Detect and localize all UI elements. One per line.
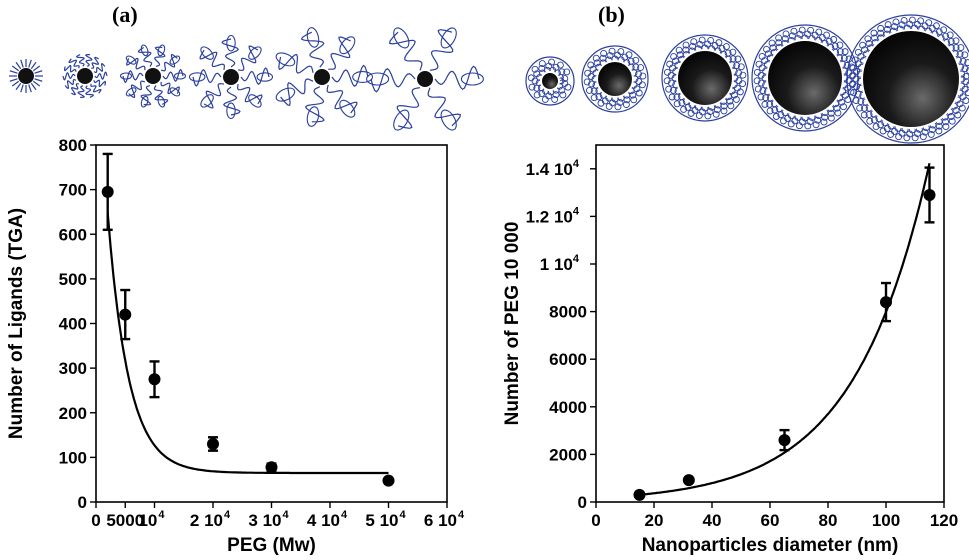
x-tick-label: 4 104 bbox=[307, 509, 348, 530]
fit-curve bbox=[639, 163, 931, 496]
panel-a-nanoparticle-illustration bbox=[9, 27, 484, 131]
pegylated-nanoparticle-icon bbox=[119, 44, 187, 108]
y-tick-label: 0 bbox=[78, 493, 87, 512]
pegylated-nanoparticle-icon bbox=[751, 24, 859, 132]
x-tick-label: 80 bbox=[819, 511, 838, 530]
y-tick-label: 0 bbox=[578, 493, 587, 512]
panel-a-y-axis-title: Number of Ligands (TGA) bbox=[6, 208, 27, 439]
y-tick-label: 6000 bbox=[549, 350, 587, 369]
x-tick-label: 0 bbox=[91, 511, 100, 530]
x-tick-label: 100 bbox=[872, 511, 900, 530]
pegylated-nanoparticle-icon bbox=[366, 27, 484, 131]
x-tick-label: 20 bbox=[645, 511, 664, 530]
plot-frame bbox=[595, 144, 945, 503]
x-tick-label: 60 bbox=[761, 511, 780, 530]
pegylated-nanoparticle-icon bbox=[525, 56, 575, 106]
data-point bbox=[148, 373, 161, 386]
panel-b-x-axis-title: Nanoparticles diameter (nm) bbox=[642, 535, 899, 556]
x-tick-label: 120 bbox=[930, 511, 958, 530]
pegylated-nanoparticle-icon bbox=[581, 45, 649, 113]
data-point bbox=[265, 461, 278, 474]
panel-b: (b) 0 20 40 60 80 100 120 0 2000 4000 6000 8000 1 10… bbox=[502, 2, 969, 556]
x-tick-label: 5000 bbox=[106, 511, 144, 530]
panel-a-label: (a) bbox=[112, 2, 138, 27]
plot-frame bbox=[95, 144, 448, 503]
data-point bbox=[101, 185, 114, 198]
x-tick-label: 6 104 bbox=[424, 509, 465, 530]
pegylated-nanoparticle-icon bbox=[846, 14, 969, 144]
y-tick-label: 8000 bbox=[549, 303, 587, 322]
y-tick-label: 1.4 104 bbox=[526, 158, 580, 179]
panel-b-nanoparticle-illustration bbox=[525, 14, 969, 144]
y-tick-label: 700 bbox=[59, 181, 87, 200]
pegylated-nanoparticle-icon bbox=[62, 54, 108, 98]
y-tick-label: 2000 bbox=[549, 445, 587, 464]
y-tick-label: 1 104 bbox=[540, 253, 580, 274]
data-point bbox=[682, 474, 695, 487]
y-tick-label: 400 bbox=[59, 315, 87, 334]
data-point bbox=[119, 308, 132, 321]
x-tick-label: 104 bbox=[138, 509, 165, 530]
x-tick-label: 0 bbox=[591, 511, 600, 530]
data-point bbox=[633, 488, 646, 501]
x-tick-label: 40 bbox=[703, 511, 722, 530]
x-tick-label: 2 104 bbox=[190, 509, 231, 530]
y-tick-label: 300 bbox=[59, 359, 87, 378]
x-tick-label: 3 104 bbox=[248, 509, 289, 530]
data-point bbox=[207, 437, 219, 450]
y-tick-label: 4000 bbox=[549, 398, 587, 417]
panel-b-y-axis-title: Number of PEG 10 000 bbox=[502, 222, 523, 426]
pegylated-nanoparticle-icon bbox=[275, 27, 374, 127]
data-point bbox=[382, 474, 395, 487]
panel-b-label: (b) bbox=[598, 2, 625, 27]
data-point bbox=[880, 296, 892, 309]
data-point bbox=[923, 188, 936, 201]
y-tick-label: 600 bbox=[59, 225, 87, 244]
y-tick-label: 200 bbox=[59, 404, 87, 423]
fit-curve bbox=[106, 212, 389, 475]
y-tick-label: 1.2 104 bbox=[526, 205, 580, 226]
y-tick-label: 500 bbox=[59, 270, 87, 289]
pegylated-nanoparticle-icon bbox=[188, 34, 274, 120]
panel-a-x-axis-title: PEG (Mw) bbox=[227, 535, 316, 556]
pegylated-nanoparticle-icon bbox=[661, 34, 749, 122]
x-tick-label: 5 104 bbox=[365, 509, 406, 530]
y-tick-label: 800 bbox=[59, 136, 87, 155]
data-point bbox=[778, 434, 791, 447]
pegylated-nanoparticle-icon bbox=[9, 59, 43, 93]
y-tick-label: 100 bbox=[59, 448, 87, 467]
panel-b-plot: 0 20 40 60 80 100 120 0 2000 4000 6000 8000 1 104 1.2… bbox=[526, 144, 958, 530]
